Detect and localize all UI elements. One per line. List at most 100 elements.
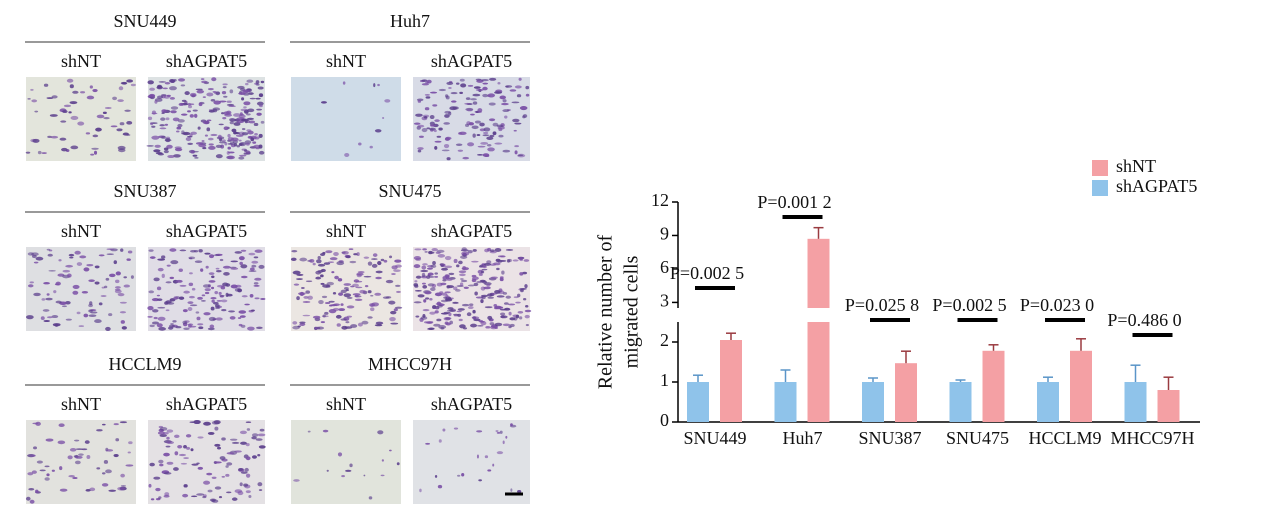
y-tick-label: 2 (660, 330, 669, 350)
cell (98, 254, 105, 257)
cell (185, 137, 192, 142)
cell (391, 273, 396, 275)
cell (433, 323, 441, 327)
cell (28, 487, 35, 491)
cell (422, 263, 428, 266)
cell (169, 86, 177, 91)
cell (254, 277, 262, 281)
cell (458, 131, 467, 135)
cell (222, 139, 226, 143)
cell (173, 467, 179, 471)
cell (254, 297, 260, 300)
cell (234, 489, 243, 494)
cell (338, 292, 344, 296)
cell (460, 255, 468, 259)
cell (229, 118, 236, 122)
cell (443, 311, 451, 314)
cell (257, 433, 266, 437)
cell (256, 108, 262, 111)
cell (256, 326, 263, 329)
cell (54, 283, 60, 286)
cell (296, 273, 304, 276)
cell (230, 137, 239, 142)
cell (201, 300, 206, 302)
cell (77, 121, 85, 126)
cell (335, 314, 342, 319)
cell (74, 460, 81, 465)
cell (317, 263, 326, 267)
cell (229, 266, 237, 269)
cell (473, 318, 481, 322)
cell (207, 431, 215, 435)
cell (210, 306, 215, 311)
cell (70, 115, 79, 121)
cell (485, 325, 491, 329)
cell (382, 116, 385, 119)
cell (445, 136, 452, 140)
cell (302, 314, 311, 317)
cell (174, 147, 183, 152)
cell (417, 100, 422, 103)
cell (222, 265, 231, 269)
cell (247, 326, 255, 331)
cell (476, 280, 484, 284)
cell (322, 314, 326, 318)
cell (194, 260, 203, 264)
cell (200, 78, 205, 81)
cell (49, 114, 58, 117)
cell (163, 494, 170, 498)
cell (104, 107, 112, 109)
cell (215, 317, 223, 321)
cell (486, 260, 492, 264)
cell (30, 88, 34, 91)
cell (345, 469, 352, 472)
cell (157, 316, 166, 321)
cell (86, 454, 91, 459)
cell (35, 256, 44, 261)
cell (414, 289, 422, 292)
cell (43, 282, 50, 285)
cell (88, 309, 93, 313)
cell (459, 282, 464, 287)
cell (494, 289, 501, 294)
cell (441, 292, 448, 296)
cell (124, 109, 131, 112)
cell (228, 105, 236, 108)
cell (349, 463, 353, 468)
cell (159, 463, 164, 467)
error-bar (868, 377, 878, 382)
cell (170, 110, 177, 114)
cell (363, 275, 372, 278)
micrograph (26, 420, 136, 504)
cell (434, 146, 438, 150)
cell (208, 137, 214, 141)
cell (210, 99, 216, 102)
cell (251, 309, 255, 312)
cell (413, 256, 422, 261)
cell (195, 142, 204, 145)
cell (237, 317, 242, 319)
cell (54, 323, 59, 327)
cell (256, 112, 262, 116)
cell (504, 115, 508, 119)
cell (393, 269, 401, 272)
cell (231, 441, 240, 444)
cell (210, 296, 217, 300)
cell (429, 127, 436, 131)
cell (157, 95, 164, 99)
cell (325, 285, 331, 288)
cell (177, 123, 183, 128)
cell (215, 267, 220, 270)
cell (245, 490, 251, 494)
cell (244, 467, 249, 472)
cell (385, 279, 394, 284)
cell (148, 483, 152, 488)
cell (425, 297, 430, 300)
cell (424, 250, 428, 253)
cell (161, 109, 167, 113)
cell (175, 279, 183, 283)
cell (457, 474, 461, 477)
cell (166, 461, 174, 465)
cell (354, 294, 359, 298)
panel-label: shAGPAT5 (431, 221, 512, 241)
